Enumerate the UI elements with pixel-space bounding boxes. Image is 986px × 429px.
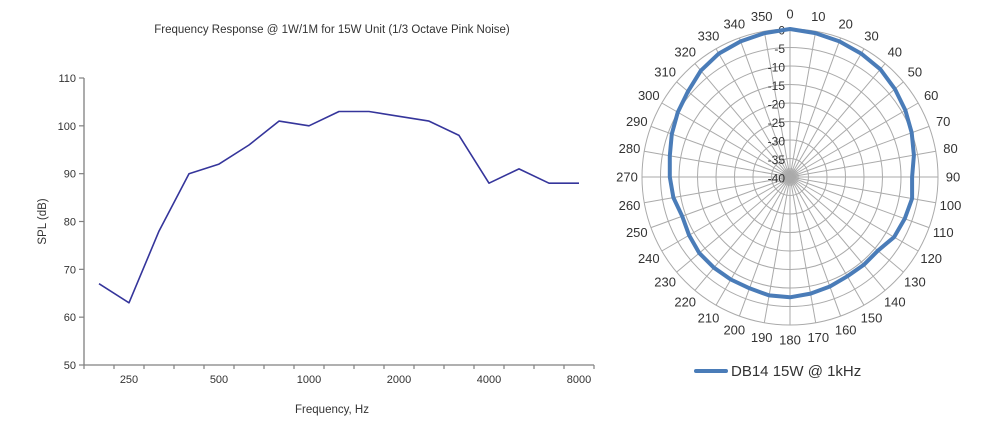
angle-label: 320: [674, 45, 696, 60]
polar-spoke: [789, 125, 930, 178]
polar-spoke: [789, 150, 936, 178]
angle-label: 350: [751, 9, 773, 24]
radial-tick-label: -10: [768, 61, 786, 75]
polar-spoke: [763, 176, 791, 323]
polar-spoke: [789, 176, 886, 291]
radial-tick-label: -25: [768, 116, 786, 130]
x-tick-label: 2000: [387, 374, 411, 386]
polar-spoke: [763, 31, 791, 178]
angle-label: 150: [861, 311, 883, 326]
angle-label: 180: [779, 333, 801, 348]
radial-tick-label: -40: [768, 172, 786, 186]
angle-label: 70: [936, 114, 950, 129]
polar-spoke: [738, 37, 791, 178]
polar-hub: [781, 168, 799, 186]
angle-label: 260: [619, 198, 641, 213]
y-tick-label: 70: [64, 264, 76, 276]
angle-label: 80: [943, 141, 957, 156]
chart-title: Frequency Response @ 1W/1M for 15W Unit …: [154, 24, 510, 36]
angle-label: 250: [626, 225, 648, 240]
frequency-response-chart: Frequency Response @ 1W/1M for 15W Unit …: [37, 24, 595, 416]
y-tick-label: 110: [58, 73, 76, 85]
radial-tick-label: -20: [768, 98, 786, 112]
polar-spoke: [789, 48, 865, 178]
spl-curve: [98, 110, 579, 304]
x-axis-title: Frequency, Hz: [295, 404, 369, 416]
x-tick-label: 4000: [477, 374, 501, 386]
angle-label: 90: [946, 170, 960, 185]
x-tick-label: 500: [210, 374, 228, 386]
y-tick-label: 50: [64, 360, 76, 372]
radial-tick-label: -15: [768, 79, 786, 93]
polar-legend: DB14 15W @ 1kHz: [694, 360, 861, 382]
polar-spoke: [650, 125, 791, 178]
polar-spoke: [676, 176, 791, 273]
angle-label: 10: [811, 9, 825, 24]
radial-tick-label: -35: [768, 153, 786, 167]
polar-spoke: [694, 63, 791, 178]
angle-label: 30: [864, 28, 878, 43]
polar-spoke: [789, 81, 904, 178]
angle-label: 300: [638, 88, 660, 103]
polar-spoke: [789, 102, 919, 178]
radial-tick-label: -30: [768, 135, 786, 149]
y-tick-label: 90: [64, 169, 76, 181]
angle-label: 60: [924, 88, 938, 103]
angle-label: 130: [904, 274, 926, 289]
x-tick-label: 8000: [567, 374, 591, 386]
angle-label: 120: [920, 251, 942, 266]
polar-spoke: [676, 81, 791, 178]
polar-spoke: [661, 176, 791, 252]
x-tick-label: 250: [120, 374, 138, 386]
angle-label: 290: [626, 114, 648, 129]
angle-label: 340: [723, 16, 745, 31]
angle-label: 140: [884, 294, 906, 309]
polar-spoke: [789, 176, 919, 252]
polar-spoke: [789, 63, 886, 178]
polar-curve: [667, 27, 916, 300]
polar-spoke: [715, 48, 791, 178]
y-tick-label: 60: [64, 312, 76, 324]
radial-tick-label: -5: [774, 42, 785, 56]
polar-spoke: [789, 176, 904, 273]
angle-label: 40: [888, 45, 902, 60]
angle-label: 310: [654, 65, 676, 80]
angle-label: 210: [698, 311, 720, 326]
legend-line-swatch: [694, 369, 728, 373]
angle-label: 50: [908, 65, 922, 80]
angle-label: 190: [751, 330, 773, 345]
angle-label: 230: [654, 274, 676, 289]
angle-label: 240: [638, 251, 660, 266]
polar-spoke: [789, 37, 842, 178]
angle-label: 280: [619, 141, 641, 156]
polar-spoke: [789, 176, 865, 306]
polar-spoke: [738, 176, 791, 317]
polar-spoke: [715, 176, 791, 306]
angle-label: 20: [838, 16, 852, 31]
x-tick-label: 1000: [297, 374, 321, 386]
y-tick-label: 100: [58, 121, 76, 133]
polar-spoke: [789, 176, 817, 323]
polar-spoke: [789, 176, 842, 317]
polar-spoke: [650, 176, 791, 229]
polar-spoke: [789, 31, 817, 178]
polar-spoke: [644, 176, 791, 204]
polar-spoke: [661, 102, 791, 178]
legend-label: DB14 15W @ 1kHz: [731, 362, 862, 380]
y-axis-title: SPL (dB): [37, 198, 49, 244]
angle-label: 270: [616, 170, 638, 185]
polar-spoke: [694, 176, 791, 291]
y-tick-label: 80: [64, 217, 76, 229]
angle-label: 100: [940, 198, 962, 213]
angle-label: 110: [933, 225, 954, 240]
angle-label: 160: [835, 323, 857, 338]
angle-label: 220: [674, 294, 696, 309]
angle-label: 330: [698, 28, 720, 43]
angle-label: 200: [723, 323, 745, 338]
angle-label: 170: [807, 330, 829, 345]
angle-label: 0: [786, 7, 793, 22]
